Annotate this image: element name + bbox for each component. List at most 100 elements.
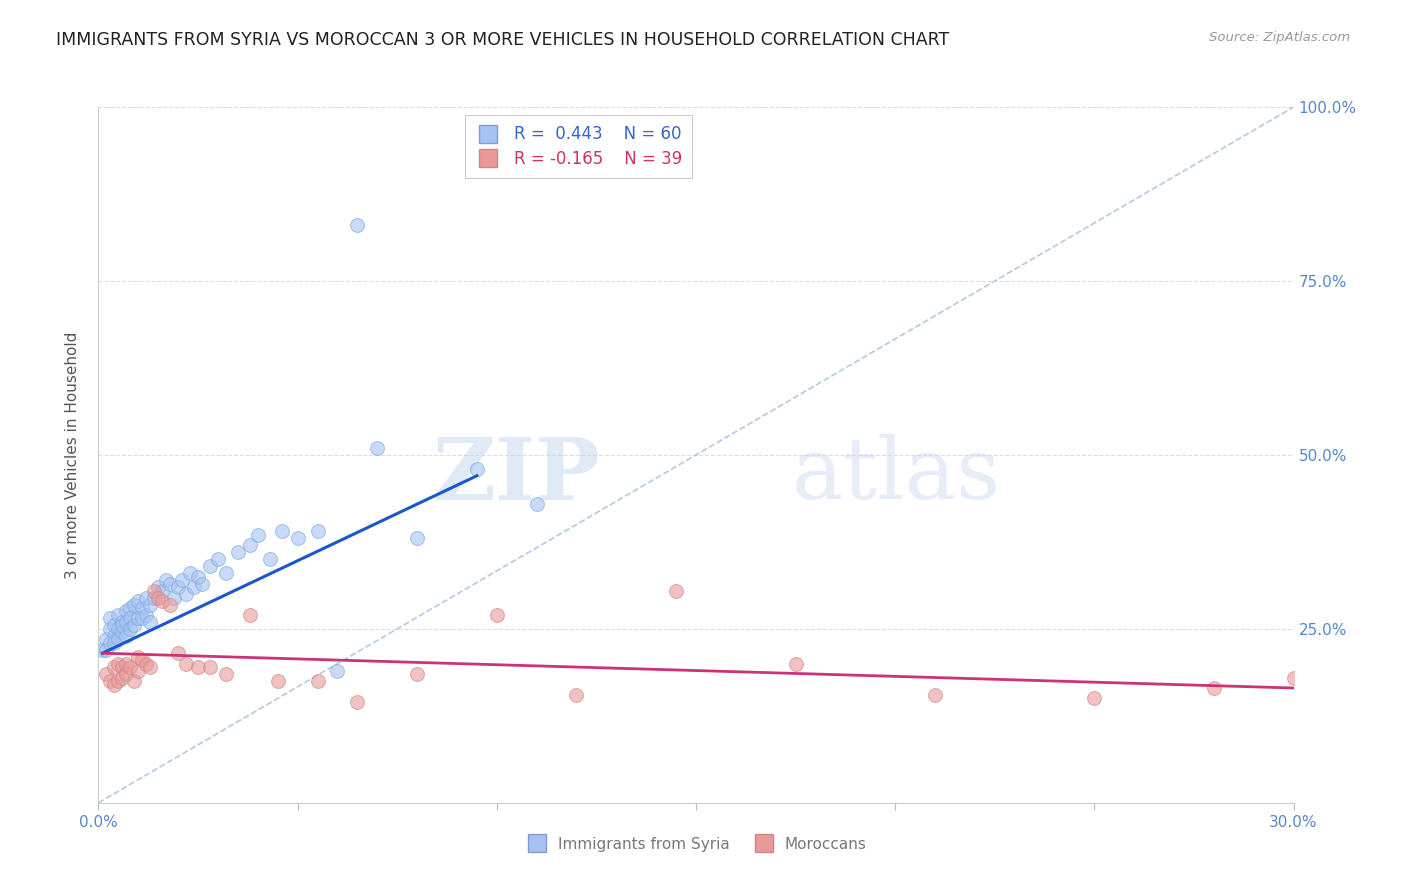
Point — [665, 583, 688, 598]
Point — [159, 576, 181, 591]
Point — [215, 566, 238, 581]
Point — [366, 441, 388, 455]
Point — [115, 667, 138, 681]
Point — [115, 605, 138, 619]
Point — [131, 601, 153, 615]
Point — [127, 611, 149, 625]
Point — [346, 219, 368, 233]
Text: ZIP: ZIP — [433, 434, 600, 517]
Point — [111, 618, 134, 632]
Point — [115, 615, 138, 629]
Point — [124, 674, 146, 689]
Point — [107, 674, 129, 689]
Point — [406, 667, 429, 681]
Point — [98, 674, 122, 689]
Point — [267, 674, 290, 689]
Point — [135, 607, 157, 622]
Point — [111, 660, 134, 674]
Point — [148, 591, 170, 605]
Point — [259, 552, 281, 566]
Point — [406, 532, 429, 546]
Point — [127, 649, 149, 664]
Point — [103, 629, 125, 643]
Point — [326, 664, 349, 678]
Point — [526, 497, 548, 511]
Point — [485, 607, 508, 622]
Point — [1083, 691, 1105, 706]
Legend: Immigrants from Syria, Moroccans: Immigrants from Syria, Moroccans — [519, 830, 873, 858]
Point — [565, 688, 588, 702]
Point — [111, 671, 134, 685]
Point — [307, 674, 329, 689]
Point — [183, 580, 205, 594]
Point — [179, 566, 201, 581]
Point — [135, 591, 157, 605]
Point — [120, 660, 142, 674]
Point — [124, 598, 146, 612]
Point — [124, 618, 146, 632]
Point — [226, 545, 249, 559]
Text: Source: ZipAtlas.com: Source: ZipAtlas.com — [1209, 31, 1350, 45]
Point — [139, 615, 162, 629]
Point — [120, 611, 142, 625]
Point — [115, 629, 138, 643]
Point — [96, 632, 118, 647]
Point — [103, 660, 125, 674]
Point — [172, 573, 194, 587]
Point — [103, 618, 125, 632]
Point — [346, 695, 368, 709]
Point — [139, 660, 162, 674]
Point — [174, 587, 197, 601]
Point — [174, 657, 197, 671]
Point — [107, 622, 129, 636]
Point — [187, 660, 209, 674]
Point — [139, 598, 162, 612]
Point — [150, 594, 173, 608]
Point — [1202, 681, 1225, 695]
Text: IMMIGRANTS FROM SYRIA VS MOROCCAN 3 OR MORE VEHICLES IN HOUSEHOLD CORRELATION CH: IMMIGRANTS FROM SYRIA VS MOROCCAN 3 OR M… — [56, 31, 949, 49]
Y-axis label: 3 or more Vehicles in Household: 3 or more Vehicles in Household — [65, 331, 80, 579]
Point — [163, 591, 186, 605]
Point — [107, 657, 129, 671]
Point — [198, 660, 221, 674]
Point — [131, 653, 153, 667]
Point — [239, 607, 262, 622]
Point — [143, 591, 166, 605]
Point — [785, 657, 807, 671]
Point — [103, 677, 125, 691]
Point — [270, 524, 292, 539]
Point — [148, 580, 170, 594]
Point — [96, 642, 118, 657]
Point — [96, 667, 118, 681]
Point — [1282, 671, 1305, 685]
Point — [150, 583, 173, 598]
Point — [135, 657, 157, 671]
Point — [307, 524, 329, 539]
Point — [111, 625, 134, 640]
Point — [167, 580, 190, 594]
Text: atlas: atlas — [792, 434, 1001, 517]
Point — [131, 611, 153, 625]
Point — [198, 559, 221, 574]
Point — [127, 664, 149, 678]
Point — [924, 688, 946, 702]
Point — [167, 646, 190, 660]
Point — [239, 538, 262, 552]
Point — [207, 552, 229, 566]
Point — [91, 642, 114, 657]
Point — [111, 615, 134, 629]
Point — [120, 622, 142, 636]
Point — [127, 594, 149, 608]
Point — [103, 636, 125, 650]
Point — [187, 570, 209, 584]
Point — [191, 576, 214, 591]
Point — [155, 573, 177, 587]
Point — [107, 632, 129, 647]
Point — [215, 667, 238, 681]
Point — [287, 532, 309, 546]
Point — [107, 607, 129, 622]
Point — [115, 657, 138, 671]
Point — [98, 622, 122, 636]
Point — [143, 583, 166, 598]
Point — [98, 611, 122, 625]
